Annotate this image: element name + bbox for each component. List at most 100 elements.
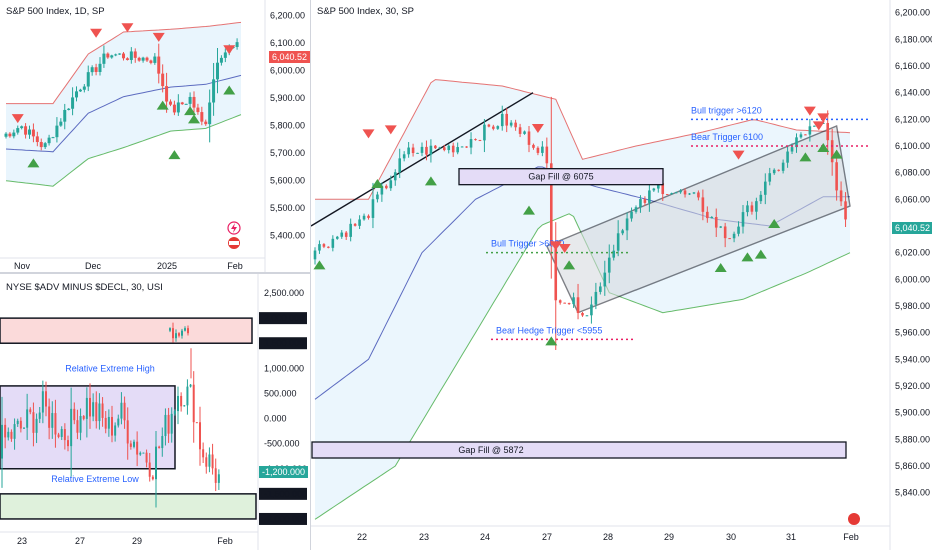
intraday-candle — [795, 137, 798, 148]
intraday-candle — [344, 232, 348, 237]
intraday-candle — [456, 147, 459, 153]
breadth-candle — [208, 454, 211, 467]
intraday-candle — [402, 154, 406, 159]
breadth-x-tick-label: Feb — [217, 536, 233, 546]
intraday-candle — [425, 146, 428, 155]
intraday-candle — [737, 226, 740, 234]
breadth-candle — [136, 441, 139, 455]
intraday-x-tick-label: 31 — [786, 532, 796, 542]
intraday-candle — [697, 192, 700, 198]
intraday-y-tick-label: 6,120.00 — [895, 114, 930, 124]
daily-candle — [20, 126, 24, 129]
breadth-candle — [82, 415, 85, 419]
daily-candle — [98, 63, 102, 72]
daily-x-tick-label: Nov — [14, 261, 31, 271]
breadth-candle — [142, 452, 145, 454]
daily-down-triangle — [152, 32, 165, 42]
intraday-candle — [353, 223, 357, 226]
breadth-candle — [76, 420, 79, 433]
intraday-candle — [549, 163, 553, 244]
intraday-candle — [313, 250, 317, 260]
breadth-candle — [67, 440, 69, 447]
breadth-candle — [89, 397, 91, 417]
daily-lower-band — [5, 114, 242, 187]
intraday-candle — [661, 183, 665, 195]
daily-candle — [24, 126, 28, 135]
intraday-candle — [438, 147, 442, 149]
daily-x-tick-label: 2025 — [157, 261, 177, 271]
daily-candle — [102, 53, 106, 64]
breadth-level-badge — [259, 487, 307, 500]
daily-candle — [35, 136, 39, 143]
intraday-candle — [411, 147, 415, 154]
intraday-chart-panel[interactable]: S&P 500 Index, 30, SP Bull trigger >6120… — [311, 0, 932, 550]
breadth-x-tick-label: 27 — [75, 536, 85, 546]
intraday-candle — [652, 188, 656, 191]
breadth-candle — [151, 476, 154, 480]
breadth-candle — [32, 412, 35, 433]
intraday-x-tick-label: 22 — [357, 532, 367, 542]
intraday-candle — [670, 193, 673, 195]
intraday-up-triangle — [741, 252, 754, 262]
intraday-candle — [639, 199, 642, 208]
breadth-candle — [192, 384, 195, 423]
daily-candle — [114, 54, 118, 56]
daily-y-tick-label: 6,000.00 — [270, 66, 305, 76]
breadth-candle — [104, 417, 107, 429]
intraday-candle — [612, 250, 616, 258]
daily-chart[interactable]: S&P 500 Index, 1D, SP 6,200.00 6,100.00 6,… — [0, 0, 310, 272]
breadth-candle — [155, 446, 157, 480]
intraday-candle — [434, 145, 437, 149]
breadth-candle — [133, 441, 135, 447]
intraday-candle — [541, 146, 544, 153]
intraday-y-tick-label: 6,020.00 — [895, 248, 930, 258]
intraday-down-triangle — [732, 150, 745, 160]
intraday-y-tick-label: 6,100.00 — [895, 141, 930, 151]
daily-candle — [86, 72, 90, 87]
breadth-candle — [54, 413, 57, 435]
intraday-x-tick-label: 27 — [542, 532, 552, 542]
breadth-candle — [120, 402, 123, 419]
intraday-candle — [772, 169, 776, 174]
intraday-candle — [594, 291, 598, 305]
panel-divider-vertical[interactable] — [310, 0, 311, 550]
intraday-y-tick-label: 6,140.00 — [895, 88, 930, 98]
breadth-candle — [117, 418, 120, 426]
breadth-candle — [70, 408, 73, 447]
daily-candle — [219, 57, 223, 63]
daily-candle — [216, 62, 219, 80]
breadth-level-badge — [259, 312, 307, 325]
intraday-candle — [732, 233, 736, 239]
breadth-candle — [13, 424, 16, 439]
intraday-candle — [830, 140, 834, 163]
intraday-candle — [335, 236, 339, 239]
daily-down-triangle — [11, 114, 24, 124]
daily-candle — [8, 133, 12, 137]
intraday-candle — [523, 131, 526, 134]
breadth-chart-panel[interactable]: NYSE $ADV MINUS $DECL, 30, USI Relative … — [0, 274, 310, 550]
breadth-candle — [189, 384, 192, 387]
breadth-chart[interactable]: NYSE $ADV MINUS $DECL, 30, USI Relative … — [0, 274, 310, 550]
intraday-candle — [706, 211, 709, 219]
daily-y-tick-label: 5,400.00 — [270, 231, 305, 241]
intraday-y-tick-label: 6,180.000 — [895, 34, 932, 44]
daily-candle — [204, 121, 208, 125]
breadth-high-candle — [169, 328, 171, 331]
breadth-candle — [186, 386, 189, 406]
intraday-candle — [607, 257, 611, 273]
intraday-candle — [393, 172, 397, 181]
daily-candle — [188, 96, 192, 104]
panel-divider-horizontal[interactable] — [0, 272, 310, 274]
intraday-x-tick-label: 30 — [726, 532, 736, 542]
intraday-down-triangle — [558, 244, 571, 253]
intraday-candle — [719, 226, 723, 228]
breadth-candle — [164, 414, 167, 437]
breadth-candle — [73, 408, 76, 421]
intraday-candle — [496, 126, 500, 129]
intraday-chart[interactable]: S&P 500 Index, 30, SP Bull trigger >6120… — [311, 0, 932, 550]
intraday-up-triangle — [313, 260, 326, 270]
intraday-candle — [527, 131, 531, 145]
daily-chart-panel[interactable]: S&P 500 Index, 1D, SP 6,200.00 6,100.00 6,… — [0, 0, 310, 272]
daily-candle — [75, 91, 78, 98]
breadth-y-tick-label: 2,000.000 — [264, 313, 304, 323]
